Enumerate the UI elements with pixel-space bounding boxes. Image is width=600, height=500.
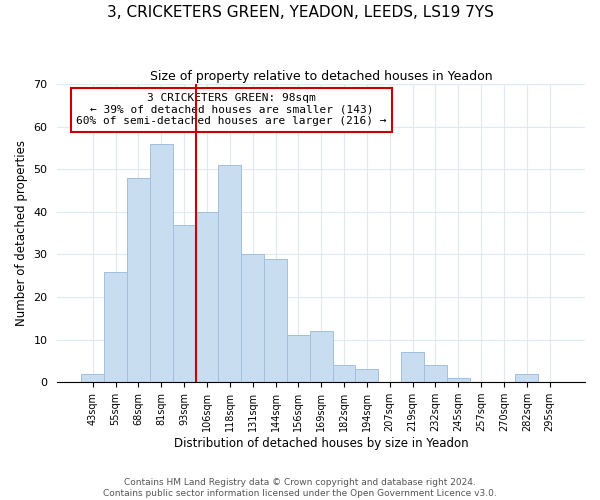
Bar [82, 374, 104, 382]
Bar [332, 365, 355, 382]
Bar [196, 212, 218, 382]
Bar [241, 254, 264, 382]
Bar [424, 365, 447, 382]
Text: 3 CRICKETERS GREEN: 98sqm
← 39% of detached houses are smaller (143)
60% of semi: 3 CRICKETERS GREEN: 98sqm ← 39% of detac… [76, 93, 387, 126]
Title: Size of property relative to detached houses in Yeadon: Size of property relative to detached ho… [150, 70, 493, 83]
Bar [104, 272, 127, 382]
X-axis label: Distribution of detached houses by size in Yeadon: Distribution of detached houses by size … [174, 437, 469, 450]
Bar [310, 331, 332, 382]
Bar [218, 165, 241, 382]
Bar [264, 258, 287, 382]
Bar [355, 370, 379, 382]
Bar [515, 374, 538, 382]
Bar [127, 178, 150, 382]
Bar [401, 352, 424, 382]
Text: 3, CRICKETERS GREEN, YEADON, LEEDS, LS19 7YS: 3, CRICKETERS GREEN, YEADON, LEEDS, LS19… [107, 5, 493, 20]
Y-axis label: Number of detached properties: Number of detached properties [15, 140, 28, 326]
Bar [447, 378, 470, 382]
Bar [287, 336, 310, 382]
Bar [150, 144, 173, 382]
Bar [173, 224, 196, 382]
Text: Contains HM Land Registry data © Crown copyright and database right 2024.
Contai: Contains HM Land Registry data © Crown c… [103, 478, 497, 498]
